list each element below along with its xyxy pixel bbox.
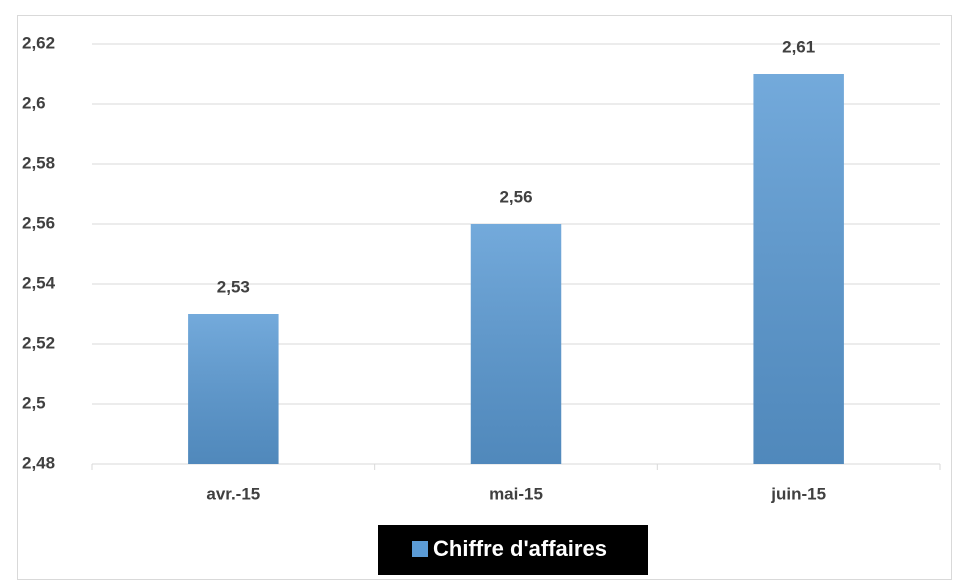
data-label: 2,56	[499, 187, 532, 206]
x-tick-label: juin-15	[770, 484, 826, 503]
bar-shade	[188, 314, 279, 464]
y-tick-label: 2,62	[22, 33, 55, 52]
bar-shade	[753, 74, 844, 464]
y-tick-label: 2,6	[22, 93, 46, 112]
data-label: 2,61	[782, 37, 815, 56]
x-tick-label: mai-15	[489, 484, 543, 503]
y-tick-label: 2,54	[22, 273, 56, 292]
y-tick-label: 2,48	[22, 453, 55, 472]
y-tick-label: 2,58	[22, 153, 55, 172]
y-tick-label: 2,56	[22, 213, 55, 232]
data-label: 2,53	[217, 277, 250, 296]
legend-swatch	[412, 541, 428, 557]
y-tick-label: 2,52	[22, 333, 55, 352]
x-tick-label: avr.-15	[206, 484, 260, 503]
y-tick-label: 2,5	[22, 393, 46, 412]
legend-label: Chiffre d'affaires	[433, 536, 607, 561]
bar-shade	[470, 224, 562, 464]
